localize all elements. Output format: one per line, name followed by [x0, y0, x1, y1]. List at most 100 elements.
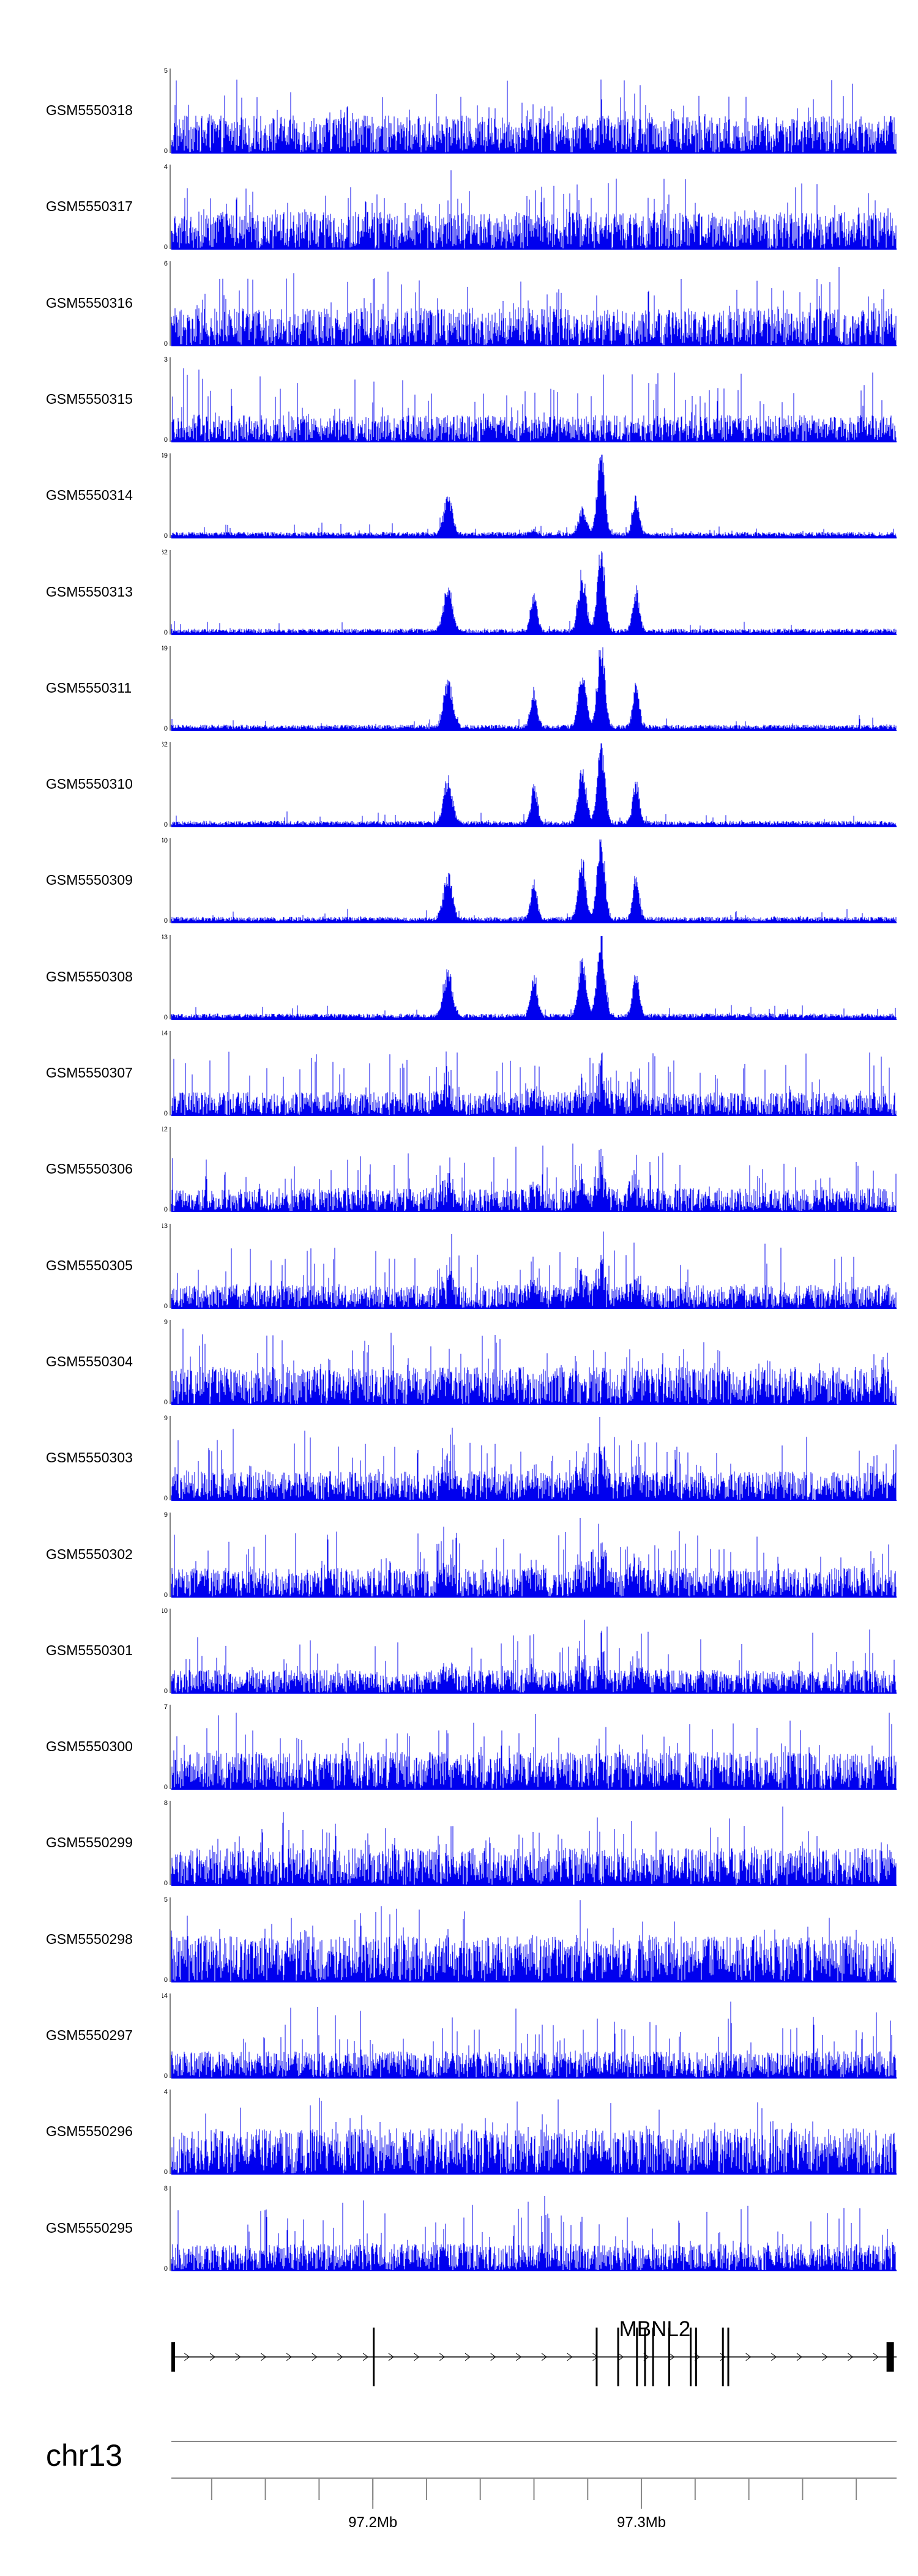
y-tick-max-label: 9	[164, 1511, 168, 1519]
y-tick-max-label: 10	[162, 1607, 168, 1615]
track-plot: 10 0	[162, 1607, 897, 1695]
strand-chevron-icon	[541, 2353, 547, 2361]
y-tick-min-label: 0	[164, 821, 168, 828]
strand-chevron-icon	[822, 2353, 828, 2361]
y-tick-max-label: 8	[164, 2185, 168, 2192]
y-tick-min-label: 0	[164, 629, 168, 636]
signal-series	[171, 1517, 897, 1597]
track-plot: 70	[164, 1703, 897, 1791]
y-tick-min-label: 0	[164, 2072, 168, 2080]
track-plot: 62 0	[162, 741, 897, 828]
track-label: GSM5550302	[46, 1546, 133, 1562]
signal-series	[171, 1899, 897, 1982]
strand-chevron-icon	[312, 2353, 318, 2361]
track-label: GSM5550304	[46, 1353, 133, 1369]
y-tick-max-label: 4	[164, 2088, 168, 2096]
track-label: GSM5550301	[46, 1642, 133, 1658]
gene-exon	[171, 2342, 175, 2372]
signal-series	[171, 839, 897, 923]
y-tick-min-label: 0	[164, 244, 168, 251]
signal-series	[171, 1144, 897, 1212]
y-tick-max-label: 14	[162, 1030, 168, 1037]
track-plot: 49 0	[162, 452, 897, 540]
track-plot: 49 0	[162, 645, 897, 732]
track-GSM5550297: GSM5550297 14 0	[0, 1992, 918, 2084]
track-label: GSM5550296	[46, 2123, 133, 2140]
track-GSM5550315: GSM5550315 3 0	[0, 356, 918, 448]
gene-exon	[652, 2328, 654, 2386]
track-label: GSM5550318	[46, 102, 133, 118]
axis-tick-label: 97.2Mb	[348, 2514, 397, 2531]
track-plot: 43 0	[162, 934, 897, 1021]
y-tick-max-label: 43	[162, 934, 168, 941]
y-tick-min-label: 0	[164, 1784, 168, 1791]
strand-chevron-icon	[209, 2353, 215, 2361]
track-label: GSM5550307	[46, 1065, 133, 1081]
track-plot: 12 0	[162, 1126, 897, 1213]
track-plot: 40 0	[162, 837, 897, 925]
y-tick-max-label: 8	[164, 1800, 168, 1807]
y-tick-min-label: 0	[164, 147, 168, 155]
signal-series	[171, 2001, 897, 2078]
y-tick-min-label: 0	[164, 1880, 168, 1887]
gene-exon	[644, 2328, 646, 2386]
y-tick-max-label: 3	[164, 356, 168, 363]
track-plot: 62 0	[162, 549, 897, 636]
genomic-axis: 97.2Mb 97.3Mb	[171, 2441, 897, 2531]
track-plot: 40	[164, 163, 897, 251]
signal-series	[171, 1620, 897, 1693]
signal-series	[171, 455, 897, 538]
y-tick-max-label: 5	[164, 67, 168, 75]
y-tick-min-label: 0	[164, 1976, 168, 1984]
track-label: GSM5550300	[46, 1738, 133, 1755]
track-GSM5550313: GSM5550313 62 0	[0, 549, 918, 641]
signal-series	[171, 1417, 897, 1501]
signal-series	[171, 1231, 897, 1308]
track-GSM5550308: GSM5550308 43 0	[0, 934, 918, 1026]
track-GSM5550310: GSM5550310 62 0	[0, 741, 918, 833]
gene-exon	[690, 2328, 692, 2386]
gene-annotation-track	[0, 2301, 918, 2423]
gene-exon	[695, 2328, 697, 2386]
signal-series	[171, 936, 897, 1019]
track-label: GSM5550315	[46, 390, 133, 407]
strand-chevron-icon	[771, 2353, 777, 2361]
track-GSM5550299: GSM5550299 8 0	[0, 1800, 918, 1891]
signal-series	[171, 1051, 897, 1115]
track-label: GSM5550298	[46, 1930, 133, 1947]
y-tick-min-label: 0	[164, 1303, 168, 1310]
strand-chevron-icon	[465, 2353, 471, 2361]
y-tick-max-label: 12	[162, 1126, 168, 1133]
track-label: GSM5550309	[46, 872, 133, 888]
y-tick-max-label: 6	[164, 260, 168, 267]
y-tick-min-label: 0	[164, 1206, 168, 1213]
y-tick-max-label: 62	[162, 549, 168, 556]
strand-chevron-icon	[720, 2353, 726, 2361]
signal-series	[171, 743, 897, 827]
track-plot: 14 0	[162, 1030, 897, 1117]
strand-chevron-icon	[388, 2353, 394, 2361]
track-plot: 50	[164, 67, 897, 155]
strand-chevron-icon	[669, 2353, 675, 2361]
track-plot: 90	[164, 1319, 897, 1406]
track-plot: 40	[164, 2088, 897, 2176]
track-GSM5550301: GSM5550301 10 0	[0, 1607, 918, 1699]
strand-chevron-icon	[490, 2353, 496, 2361]
coverage-tracks: GSM5550318 5 0 GSM5550317 4 0 GSM5550316 6 0 GSM5…	[0, 67, 918, 2273]
track-label: GSM5550317	[46, 198, 133, 215]
track-GSM5550306: GSM5550306 12 0	[0, 1126, 918, 1218]
strand-chevron-icon	[873, 2353, 879, 2361]
y-tick-max-label: 13	[162, 1223, 168, 1230]
track-plot: 60	[164, 260, 897, 348]
signal-series	[171, 266, 897, 346]
strand-chevron-icon	[337, 2353, 343, 2361]
track-label: GSM5550311	[46, 679, 132, 696]
track-plot: 14 0	[162, 1992, 897, 2080]
signal-series	[171, 1713, 897, 1790]
y-tick-min-label: 0	[164, 1110, 168, 1117]
gene-exon	[668, 2328, 670, 2386]
strand-chevron-icon	[286, 2353, 292, 2361]
y-tick-max-label: 62	[162, 741, 168, 748]
track-GSM5550309: GSM5550309 40 0	[0, 837, 918, 929]
y-tick-min-label: 0	[164, 1399, 168, 1406]
